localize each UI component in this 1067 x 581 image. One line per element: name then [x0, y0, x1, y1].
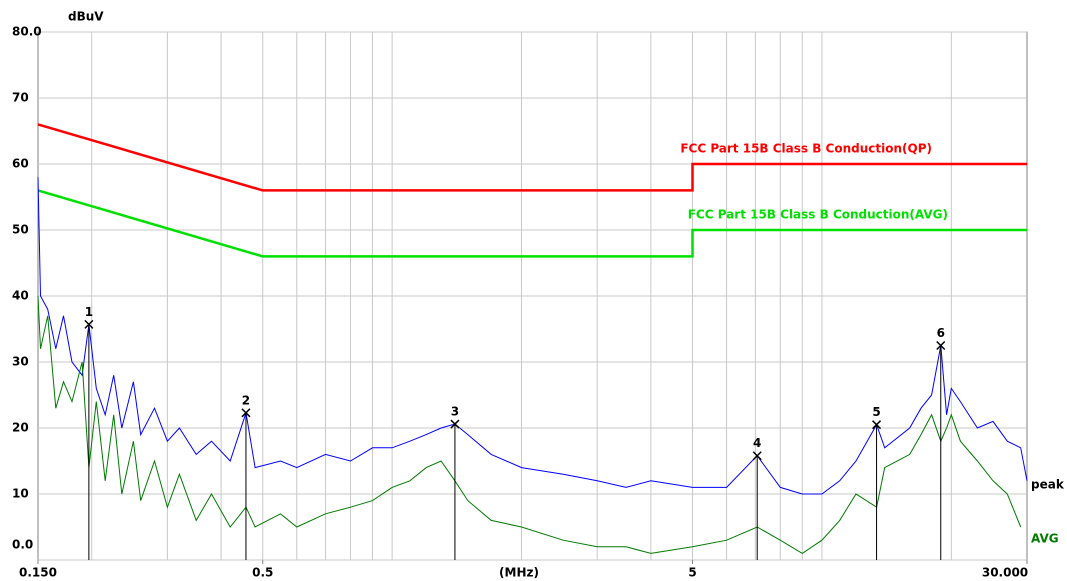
marker — [872, 420, 882, 430]
x-axis-label: (MHz) — [499, 566, 539, 580]
x-tick-label: 0.150 — [19, 566, 57, 580]
series-line — [37, 123, 1027, 192]
y-tick-label: 80.0 — [12, 25, 42, 39]
y-tick-label: 50 — [12, 223, 29, 237]
marker — [936, 340, 946, 351]
legend-label: FCC Part 15B Class B Conduction(AVG) — [688, 208, 948, 222]
x-tick-label: 30.000 — [982, 566, 1028, 580]
legend-label: peak — [1031, 477, 1065, 491]
y-tick-label: 30 — [12, 355, 29, 369]
marker — [241, 408, 251, 418]
y-tick-label: 0.0 — [12, 538, 33, 552]
y-unit: dBuV — [68, 10, 104, 24]
x-tick-label: 5 — [688, 566, 696, 580]
series-line — [37, 295, 1022, 554]
marker-label: 5 — [872, 405, 880, 419]
series-line — [37, 189, 1027, 258]
series-line — [37, 177, 1028, 495]
marker-label: 1 — [85, 305, 93, 319]
marker — [84, 319, 94, 329]
x-tick-label: 0.5 — [252, 566, 273, 580]
marker-label: 3 — [451, 405, 459, 419]
marker — [752, 451, 762, 461]
marker — [450, 419, 460, 429]
marker-label: 4 — [753, 436, 761, 450]
y-tick-label: 10 — [12, 487, 29, 501]
legend-label: AVG — [1031, 532, 1059, 546]
marker-label: 6 — [937, 326, 945, 340]
y-tick-label: 70 — [12, 91, 29, 105]
y-tick-label: 40 — [12, 289, 29, 303]
marker-label: 2 — [242, 393, 250, 407]
legend-label: FCC Part 15B Class B Conduction(QP) — [680, 142, 932, 156]
y-tick-label: 20 — [12, 421, 29, 435]
y-tick-label: 60 — [12, 157, 29, 171]
